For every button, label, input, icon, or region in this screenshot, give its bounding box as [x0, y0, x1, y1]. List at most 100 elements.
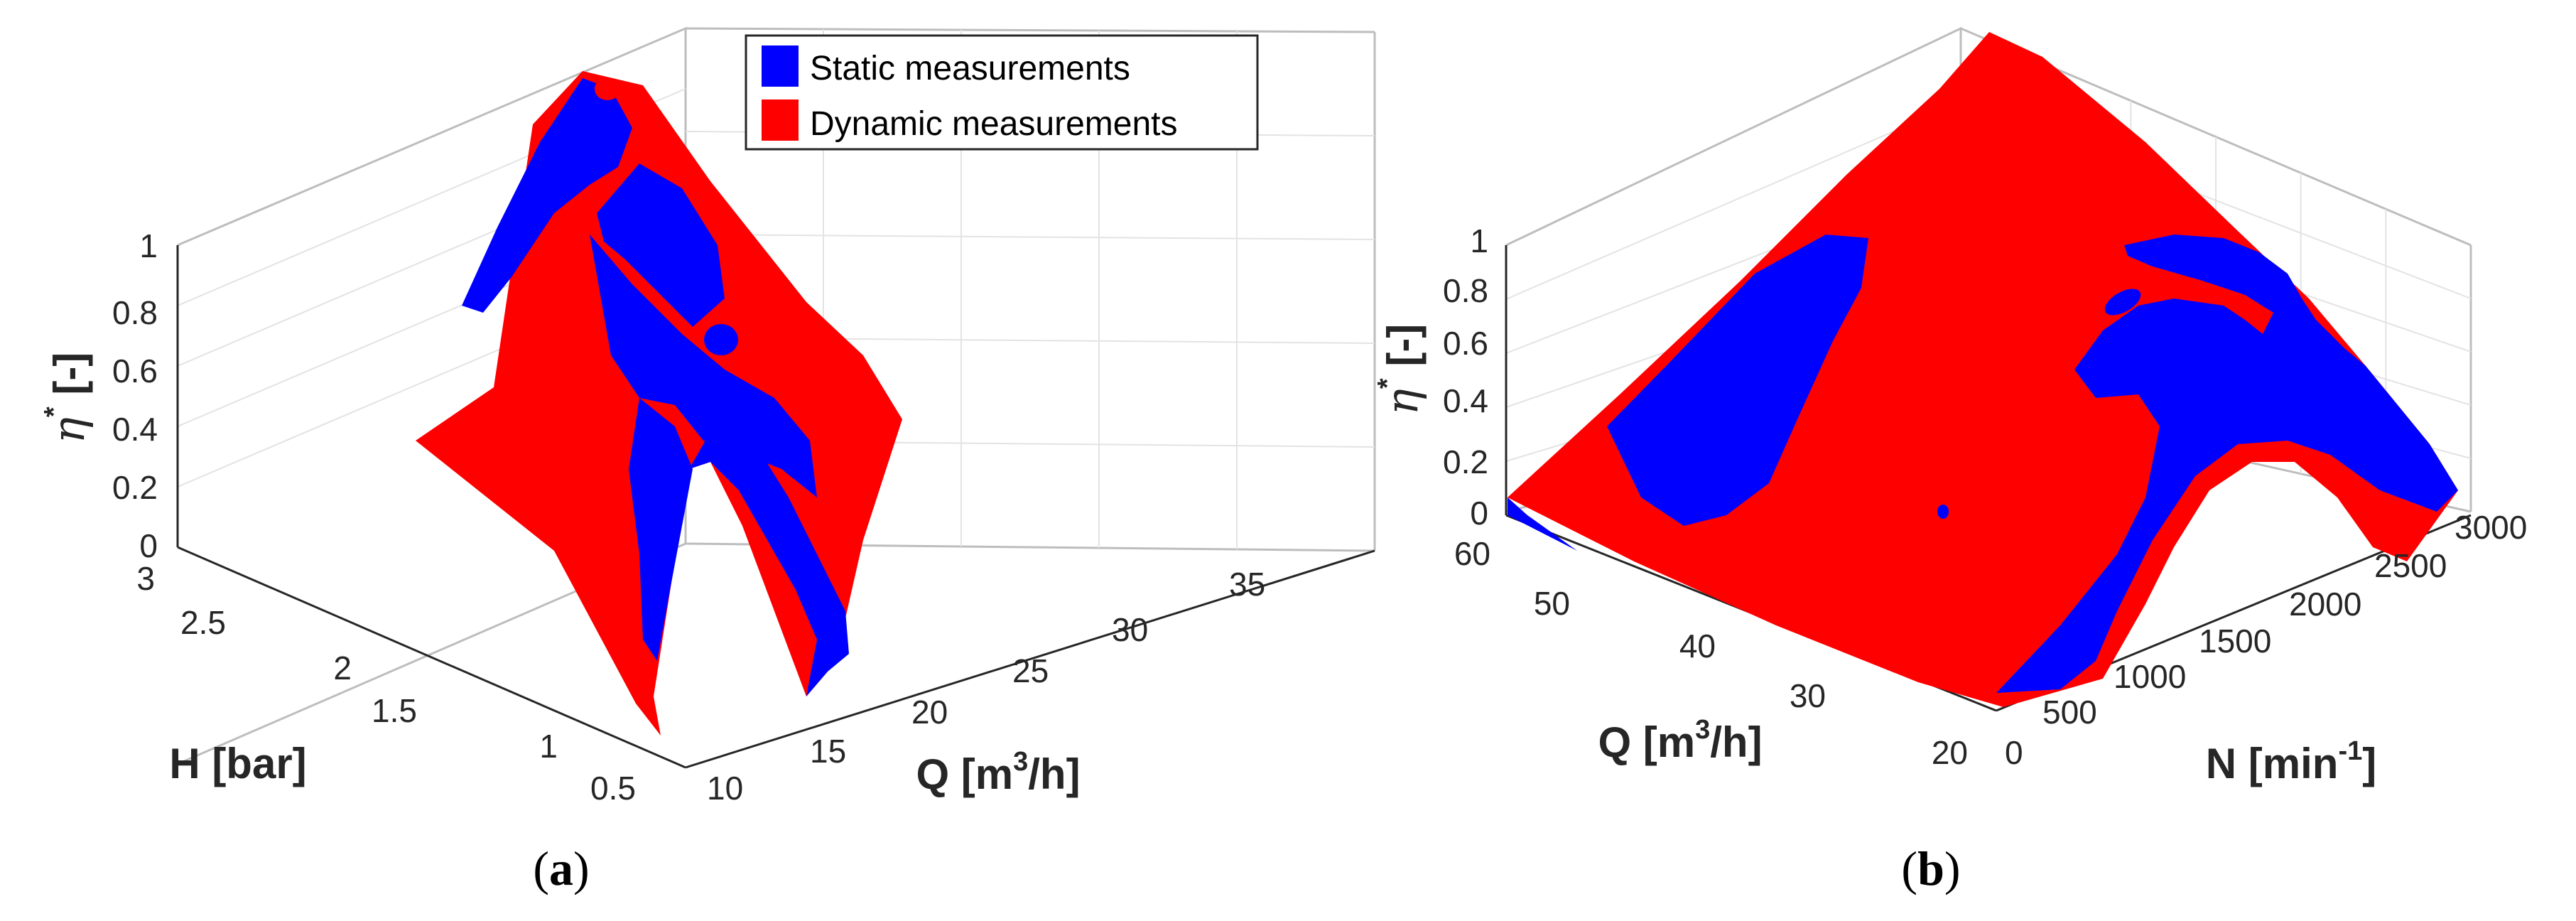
panel-a-h-ticks: 3 2.5 2 1.5 1 0.5 [136, 560, 636, 807]
panel-a-surface-dynamic-spot [595, 77, 620, 100]
panel-b-z-label-unit: [-] [1379, 324, 1427, 379]
panel-b-q-ticks: 60 50 40 30 20 [1454, 535, 1968, 771]
panel-a-h-tick-0: 3 [136, 560, 155, 597]
panel-a-surface-static-cap [462, 78, 632, 313]
panel-b-z-label-sup: * [1373, 378, 1402, 389]
panel-a: 0 0.2 0.4 0.6 0.8 1 3 2.5 2 1.5 1 0.5 10… [39, 26, 1376, 895]
panel-a-z-label-sup: * [39, 406, 69, 417]
panel-b-caption-close: ) [1944, 841, 1961, 895]
panel-b-n-label-before: N [min [2206, 740, 2339, 787]
panel-a-z-tick-1: 0.2 [112, 469, 158, 506]
panel-b-q-label-after: /h] [1710, 718, 1762, 766]
panel-b-q-label: Q [m3/h] [1598, 715, 1762, 766]
panel-b-z-tick-1: 0.2 [1443, 443, 1488, 480]
svg-text:η* [-]: η* [-] [1373, 324, 1428, 416]
legend-dynamic-swatch [762, 99, 799, 141]
panel-a-caption: (a) [533, 841, 589, 895]
panel-b-n-label-sup: -1 [2338, 736, 2362, 766]
panel-a-q-label-sup: 3 [1013, 747, 1028, 777]
panel-a-q-tick-1: 15 [810, 733, 846, 770]
panel-a-h-tick-2: 2 [333, 650, 352, 686]
panel-a-caption-letter: a [549, 841, 573, 895]
panel-a-q-tick-4: 30 [1112, 611, 1148, 648]
panel-b-z-label-symbol: η [1376, 389, 1428, 415]
panel-b-n-tick-5: 2500 [2374, 547, 2447, 584]
panel-b-n-tick-0: 0 [2005, 734, 2023, 771]
panel-b-q-tick-1: 50 [1534, 585, 1570, 622]
panel-a-h-axis-line [177, 546, 686, 769]
panel-b-q-label-sup: 3 [1695, 715, 1710, 745]
panel-a-z-tick-4: 0.8 [112, 294, 158, 331]
panel-a-z-tick-2: 0.4 [112, 411, 158, 448]
panel-a-surface-static-left-leg [629, 398, 693, 661]
panel-b-caption: (b) [1901, 841, 1960, 895]
panel-b-z-tick-5: 1 [1470, 222, 1488, 259]
panel-b-q-tick-0: 60 [1454, 535, 1490, 572]
panel-a-surface-static-mid [590, 235, 817, 497]
panel-b-z-label: η* [-] [1373, 324, 1428, 416]
panel-a-gridline-zr-3 [685, 234, 1375, 240]
panel-a-z-tick-0: 0 [139, 527, 158, 564]
panel-a-q-tick-2: 20 [911, 694, 948, 731]
panel-b-n-tick-1: 500 [2042, 694, 2097, 731]
panel-b-n-label: N [min-1] [2206, 736, 2376, 787]
panel-b-q-tick-2: 40 [1679, 628, 1716, 664]
panel-a-h-tick-5: 0.5 [590, 770, 636, 807]
panel-a-q-label-before: Q [m [916, 750, 1013, 798]
panel-b-n-tick-2: 1000 [2114, 658, 2186, 695]
panel-a-surface-static-spot [704, 324, 738, 355]
panel-a-q-ticks: 10 15 20 25 30 35 [707, 566, 1265, 807]
panel-b-z-tick-4: 0.8 [1443, 272, 1488, 309]
panel-b-z-ticks: 0 0.2 0.4 0.6 0.8 1 [1443, 222, 1488, 532]
panel-a-z-tick-3: 0.6 [112, 352, 158, 389]
panel-a-h-label: H [bar] [169, 740, 306, 787]
panel-b-q-tick-4: 20 [1932, 734, 1968, 771]
panel-b-n-tick-6: 3000 [2455, 509, 2527, 546]
legend-dynamic-label: Dynamic measurements [810, 105, 1178, 143]
panel-b-q-label-before: Q [m [1598, 718, 1695, 766]
legend-static-label: Static measurements [810, 50, 1130, 87]
panel-a-q-tick-3: 25 [1012, 652, 1049, 689]
panel-a-z-tick-5: 1 [139, 227, 158, 264]
panel-a-surface-static-arc [689, 419, 849, 696]
panel-a-caption-close: ) [573, 841, 590, 895]
panel-b-caption-letter: b [1917, 841, 1944, 895]
panel-a-q-axis-line [685, 549, 1375, 769]
panel-b-z-tick-2: 0.4 [1443, 382, 1488, 419]
panel-a-legend: Static measurements Dynamic measurements [745, 34, 1259, 151]
panel-a-legend-box [745, 34, 1259, 151]
panel-a-surface-static-upper [597, 163, 725, 327]
panel-b-n-label-after: ] [2362, 740, 2376, 787]
panel-b-surface-static-spot [2104, 289, 2141, 316]
panel-a-q-label-after: /h] [1028, 750, 1080, 798]
panel-a-z-label: η* [-] [39, 352, 94, 444]
panel-b-surface-static-right [1996, 235, 2458, 693]
panel-b-caption-open: ( [1901, 841, 1917, 895]
panel-a-q-tick-5: 35 [1229, 566, 1265, 603]
panel-a-surface [416, 71, 902, 736]
panel-a-z-label-unit: [-] [45, 352, 93, 407]
panel-b-surface-dynamic [1508, 32, 2458, 707]
panel-a-h-tick-1: 2.5 [180, 604, 226, 641]
panel-b-surface-static-dot [1937, 505, 1949, 519]
panel-b-q-tick-3: 30 [1790, 677, 1826, 714]
panel-b-gridline-z-4 [1505, 102, 1961, 300]
panel-b-surface [1508, 32, 2458, 707]
svg-text:η* [-]: η* [-] [39, 352, 94, 444]
panel-a-h-tick-3: 1.5 [372, 692, 417, 729]
panel-b-n-tick-4: 2000 [2289, 586, 2361, 623]
panel-a-top-edge [685, 27, 1375, 33]
panel-b-n-tick-3: 1500 [2199, 623, 2271, 659]
panel-b-n-ticks: 0 500 1000 1500 2000 2500 3000 [2005, 509, 2527, 771]
panel-b-z-tick-0: 0 [1470, 495, 1488, 532]
legend-static-swatch [762, 45, 799, 87]
panel-b-surface-static-left [1607, 235, 1868, 526]
panel-b: 0 0.2 0.4 0.6 0.8 1 60 50 40 30 20 0 500… [1373, 26, 2527, 895]
panel-a-z-ticks: 0 0.2 0.4 0.6 0.8 1 [112, 227, 158, 564]
panel-b-z-tick-3: 0.6 [1443, 325, 1488, 362]
panel-a-caption-open: ( [533, 841, 549, 895]
panel-a-h-tick-4: 1 [539, 728, 558, 765]
panel-a-q-tick-0: 10 [707, 770, 743, 807]
